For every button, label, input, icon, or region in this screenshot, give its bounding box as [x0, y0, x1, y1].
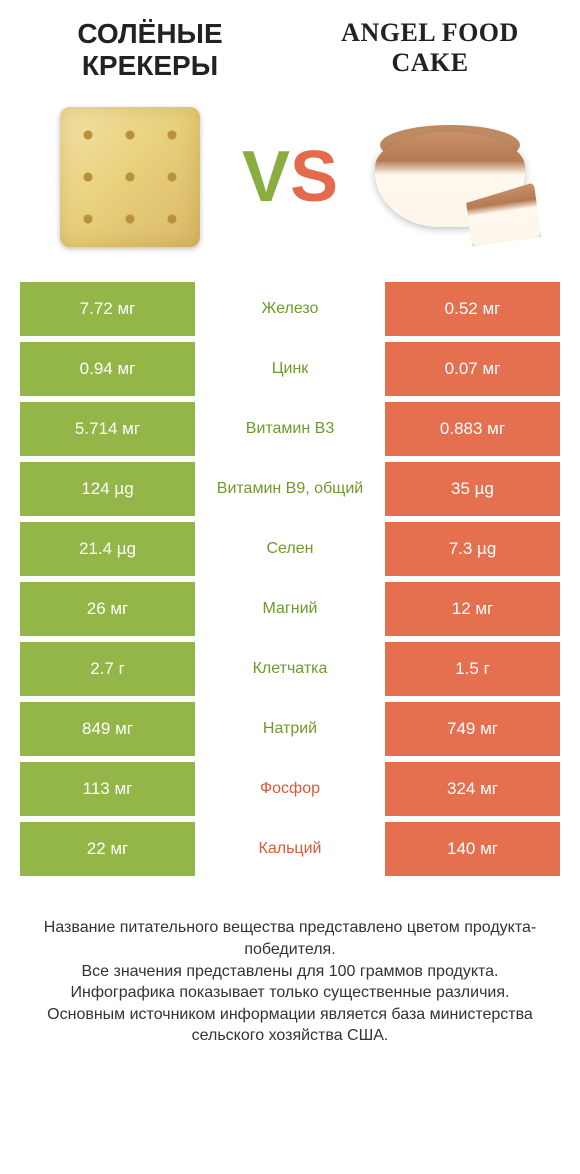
footer-line: Все значения представлены для 100 граммо…: [28, 961, 552, 983]
nutrient-label: Кальций: [195, 822, 385, 876]
left-value: 5.714 мг: [20, 402, 195, 456]
cracker-icon: [60, 107, 200, 247]
table-row: 849 мгНатрий749 мг: [20, 702, 560, 756]
left-food-image: [40, 102, 220, 252]
left-value: 0.94 мг: [20, 342, 195, 396]
left-value: 124 µg: [20, 462, 195, 516]
right-value: 35 µg: [385, 462, 560, 516]
table-row: 22 мгКальций140 мг: [20, 822, 560, 876]
left-value: 26 мг: [20, 582, 195, 636]
right-value: 1.5 г: [385, 642, 560, 696]
nutrient-label: Железо: [195, 282, 385, 336]
right-value: 324 мг: [385, 762, 560, 816]
right-value: 7.3 µg: [385, 522, 560, 576]
nutrient-label: Натрий: [195, 702, 385, 756]
comparison-table: 7.72 мгЖелезо0.52 мг 0.94 мгЦинк0.07 мг 5.…: [0, 282, 580, 876]
vs-label: VS: [242, 136, 338, 218]
hero-row: VS: [0, 82, 580, 282]
table-row: 21.4 µgСелен7.3 µg: [20, 522, 560, 576]
right-product-title: ANGEL FOOD CAKE: [310, 18, 550, 82]
table-row: 5.714 мгВитамин B30.883 мг: [20, 402, 560, 456]
header: СОЛЁНЫЕ КРЕКЕРЫ ANGEL FOOD CAKE: [0, 0, 580, 82]
table-row: 26 мгМагний12 мг: [20, 582, 560, 636]
cake-icon: [370, 117, 530, 237]
table-row: 2.7 гКлетчатка1.5 г: [20, 642, 560, 696]
right-value: 0.883 мг: [385, 402, 560, 456]
nutrient-label: Витамин B9, общий: [195, 462, 385, 516]
nutrient-label: Магний: [195, 582, 385, 636]
vs-s: S: [290, 137, 338, 217]
vs-v: V: [242, 137, 290, 217]
left-value: 2.7 г: [20, 642, 195, 696]
left-value: 22 мг: [20, 822, 195, 876]
right-food-image: [360, 102, 540, 252]
left-product-title: СОЛЁНЫЕ КРЕКЕРЫ: [30, 18, 270, 82]
right-value: 749 мг: [385, 702, 560, 756]
nutrient-label: Фосфор: [195, 762, 385, 816]
table-row: 7.72 мгЖелезо0.52 мг: [20, 282, 560, 336]
nutrient-label: Витамин B3: [195, 402, 385, 456]
footer-line: Основным источником информации является …: [28, 1004, 552, 1047]
nutrient-label: Селен: [195, 522, 385, 576]
right-value: 12 мг: [385, 582, 560, 636]
footer-line: Инфографика показывает только существенн…: [28, 982, 552, 1004]
right-value: 140 мг: [385, 822, 560, 876]
right-value: 0.52 мг: [385, 282, 560, 336]
left-value: 849 мг: [20, 702, 195, 756]
left-value: 7.72 мг: [20, 282, 195, 336]
footer-line: Название питательного вещества представл…: [28, 917, 552, 960]
left-value: 113 мг: [20, 762, 195, 816]
table-row: 113 мгФосфор324 мг: [20, 762, 560, 816]
nutrient-label: Клетчатка: [195, 642, 385, 696]
nutrient-label: Цинк: [195, 342, 385, 396]
table-row: 124 µgВитамин B9, общий35 µg: [20, 462, 560, 516]
left-value: 21.4 µg: [20, 522, 195, 576]
footer-notes: Название питательного вещества представл…: [0, 882, 580, 1047]
right-value: 0.07 мг: [385, 342, 560, 396]
table-row: 0.94 мгЦинк0.07 мг: [20, 342, 560, 396]
